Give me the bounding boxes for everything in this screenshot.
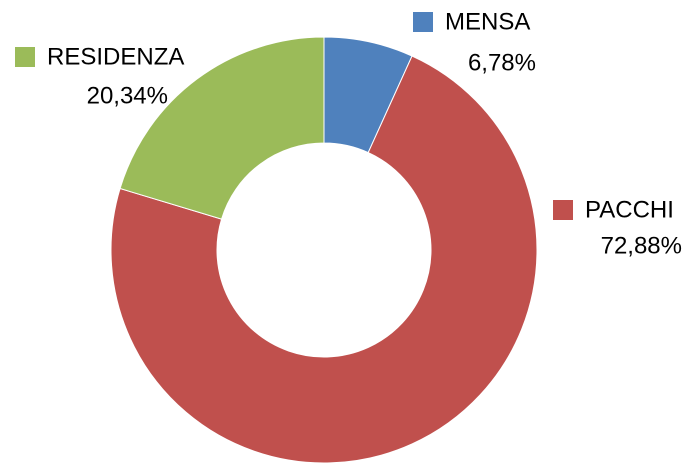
value-label: 20,34%: [87, 82, 168, 109]
category-label: PACCHI: [585, 196, 674, 223]
value-label: 6,78%: [468, 49, 536, 76]
legend-swatch: [553, 200, 573, 220]
category-label: RESIDENZA: [47, 43, 184, 70]
category-label: MENSA: [445, 8, 530, 35]
value-label: 72,88%: [601, 232, 682, 259]
legend-swatch: [15, 47, 35, 67]
slice: [110, 55, 538, 463]
legend-swatch: [413, 12, 433, 32]
slice: [119, 36, 325, 220]
